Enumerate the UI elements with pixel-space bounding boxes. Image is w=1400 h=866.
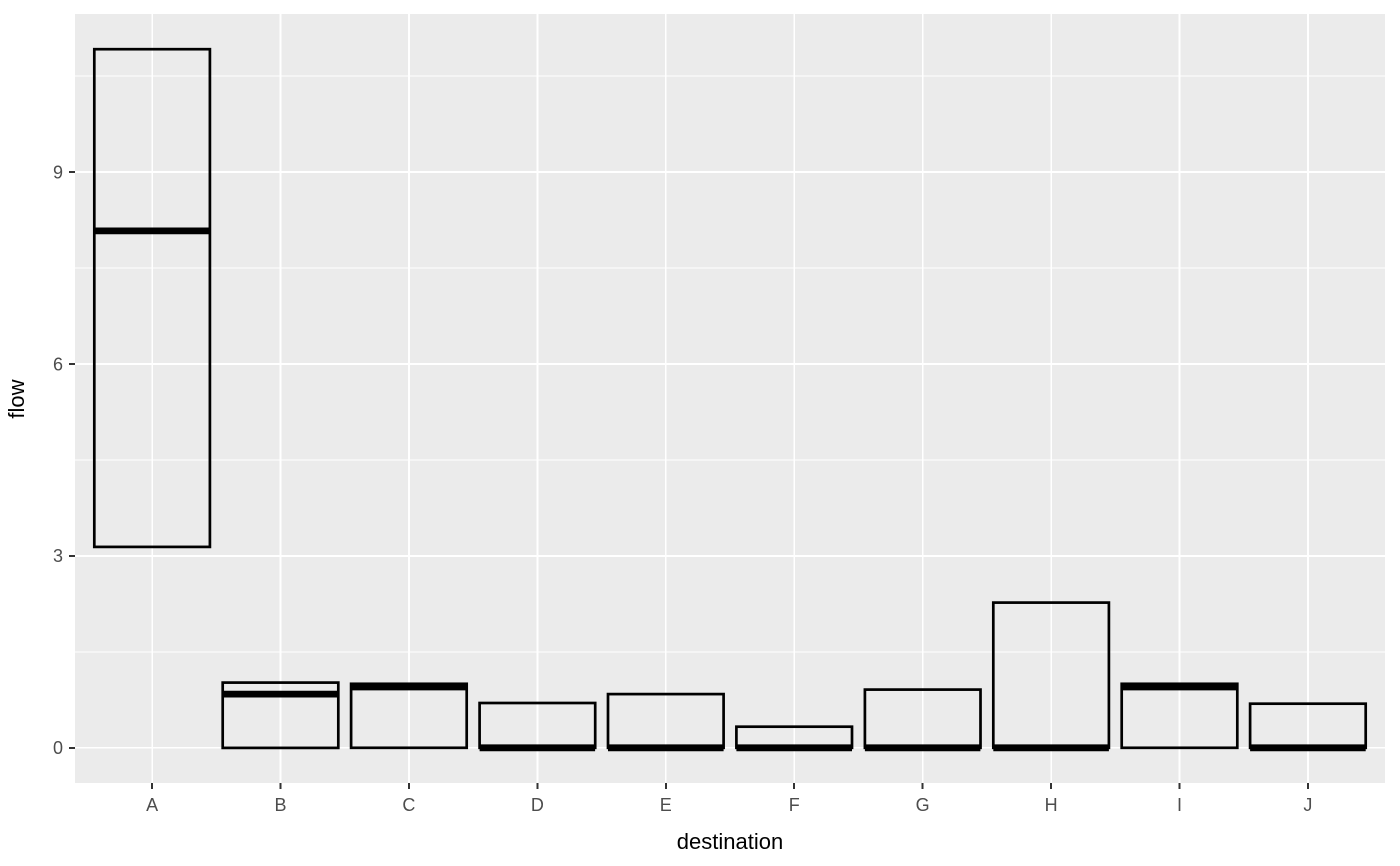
plot-panel: [75, 14, 1385, 783]
crossbar-geoms: [92, 47, 1368, 752]
major-gridlines: [75, 14, 1385, 783]
crossbar-box-A: [92, 47, 212, 549]
x-tick-label-E: E: [660, 795, 672, 815]
minor-gridlines: [75, 75, 1385, 653]
x-tick-label-J: J: [1303, 795, 1312, 815]
x-tick-label-G: G: [916, 795, 930, 815]
x-tick-label-A: A: [146, 795, 158, 815]
x-tick-label-B: B: [274, 795, 286, 815]
x-axis-title: destination: [677, 829, 783, 854]
x-tick-label-D: D: [531, 795, 544, 815]
y-axis-title: flow: [4, 379, 29, 418]
y-tick-label-0: 0: [53, 738, 63, 758]
x-tick-label-F: F: [789, 795, 800, 815]
y-tick-label-9: 9: [53, 162, 63, 182]
y-axis-tick-labels: 0 3 6 9: [53, 162, 63, 758]
crossbar-box-B: [221, 681, 340, 750]
x-tick-label-C: C: [402, 795, 415, 815]
x-axis-tick-labels: A B C D E F G H I J: [146, 795, 1312, 815]
x-tick-label-I: I: [1177, 795, 1182, 815]
y-tick-label-3: 3: [53, 546, 63, 566]
y-tick-label-6: 6: [53, 354, 63, 374]
axis-tick-marks: [69, 171, 1309, 789]
x-tick-label-H: H: [1045, 795, 1058, 815]
